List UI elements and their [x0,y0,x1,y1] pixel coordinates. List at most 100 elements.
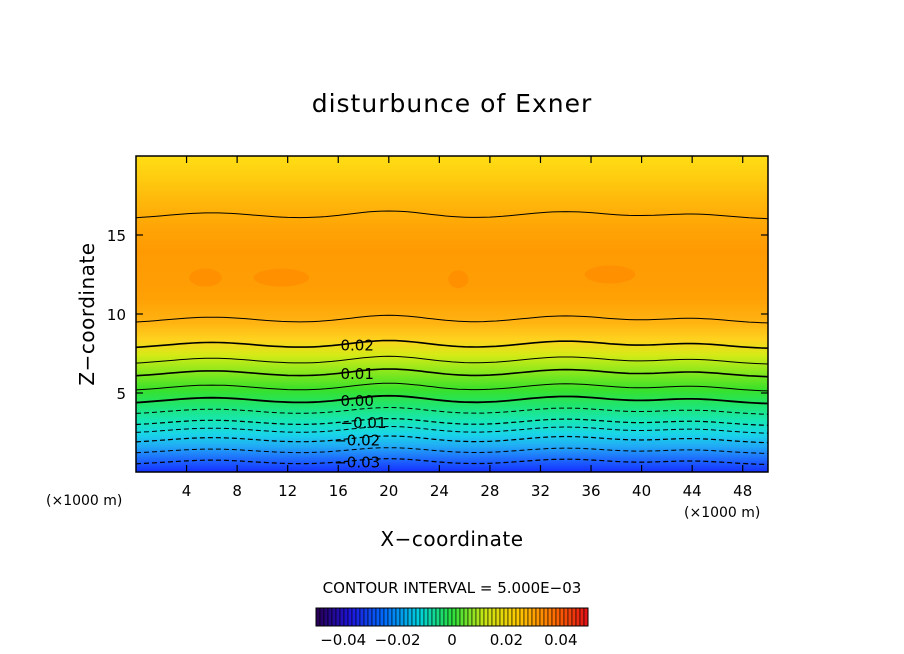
colorbar-ticks: −0.04 −0.02 0 0.02 0.04 [320,631,577,649]
colorbar-cell [359,607,365,627]
colorbar-cell [435,607,441,627]
contour-label: 0.01 [340,365,373,383]
contour-label: −0.01 [341,414,387,432]
colorbar-cell [387,607,393,627]
colorbar-cell [335,607,341,627]
colorbar-cell [575,607,581,627]
colorbar-cell [487,607,493,627]
colorbar-cell [455,607,461,627]
colorbar-cell [547,607,553,627]
colorbar-cell [583,607,589,627]
y-tick-label: 15 [107,227,126,245]
y-axis-label: Z−coordinate [75,242,99,385]
x-axis-unit: (×1000 m) [684,505,760,521]
contour-line [136,447,768,454]
colorbar-cell [467,607,473,627]
colorbar-cell [411,607,417,627]
contour-line [136,355,768,365]
colorbar-cell [451,607,457,627]
contour-line [136,314,768,324]
colorbar-cell [419,607,425,627]
colorbar-cell [495,607,501,627]
colorbar-cell [551,607,557,627]
plot-area: 0.02 0.01 0.00 −0.01−0.02 −0.03 [136,156,768,472]
colorbar-cell [379,607,385,627]
colorbar-cell [415,607,421,627]
colorbar-cell [527,607,533,627]
colorbar-cell [367,607,373,627]
chart-title: disturbunce of Exner [312,89,593,118]
colorbar-cell [555,607,561,627]
colorbar-tick-label: 0.04 [544,631,577,649]
colorbar-cell [351,607,357,627]
contour-line [136,394,768,405]
colorbar-cell [431,607,437,627]
contour-line [136,417,768,426]
colorbar-cell [515,607,521,627]
colorbar-cell [503,607,509,627]
colorbar-cell [571,607,577,627]
y-axis-unit: (×1000 m) [46,493,122,509]
contour-line [136,339,768,349]
x-tick-label: 12 [278,482,297,500]
x-axis-label: X−coordinate [380,527,523,551]
x-tick-label: 36 [581,482,600,500]
colorbar-tick-label: −0.04 [320,631,366,649]
x-tick-label: 8 [232,482,242,500]
contour-line [136,382,768,392]
colorbar-cell [559,607,565,627]
y-tick-label: 5 [116,385,126,403]
colorbar-cell [439,607,445,627]
x-tick-label: 24 [430,482,449,500]
colorbar-cell [499,607,505,627]
colorbar-cell [363,607,369,627]
colorbar-tick-label: 0.02 [490,631,523,649]
x-tick-label: 28 [480,482,499,500]
colorbar-cell [523,607,529,627]
contour-line [136,425,768,434]
field-maximum [189,268,222,287]
x-tick-label: 40 [632,482,651,500]
colorbar-cell [579,607,585,627]
contour-line [136,458,768,466]
x-axis: 4 8 12 16 20 24 28 32 36 40 44 48 [182,156,752,500]
colorbar-cell [443,607,449,627]
field-maximum [584,265,636,284]
colorbar-cell [339,607,345,627]
colorbar-cell [511,607,517,627]
colorbar-cell [563,607,569,627]
colorbar-cell [475,607,481,627]
x-tick-label: 20 [379,482,398,500]
colorbar-frame [315,607,589,627]
colorbar-cell [519,607,525,627]
colorbar-cell [459,607,465,627]
contour-label: 0.02 [340,337,373,355]
colorbar-cell [391,607,397,627]
colorbar-cell [483,607,489,627]
colorbar-cell [535,607,541,627]
field-fill [136,156,768,472]
colorbar-cell [507,607,513,627]
colorbar-cell [323,607,329,627]
field-maximum [253,268,310,287]
colorbar-cell [319,607,325,627]
colorbar-cell [403,607,409,627]
contour-line [136,210,768,220]
colorbar-cell [383,607,389,627]
colorbar-cell [463,607,469,627]
colorbar [315,607,589,627]
colorbar-cell [327,607,333,627]
colorbar-cell [479,607,485,627]
colorbar-cell [355,607,361,627]
x-tick-label: 16 [329,482,348,500]
contour-label: −0.02 [334,431,380,449]
x-tick-label: 32 [531,482,550,500]
colorbar-cell [543,607,549,627]
colorbar-cell [491,607,497,627]
colorbar-tick-label: −0.02 [375,631,421,649]
colorbar-cell [447,607,453,627]
contour-label: 0.00 [340,392,373,410]
colorbar-cell [395,607,401,627]
colorbar-cell [347,607,353,627]
